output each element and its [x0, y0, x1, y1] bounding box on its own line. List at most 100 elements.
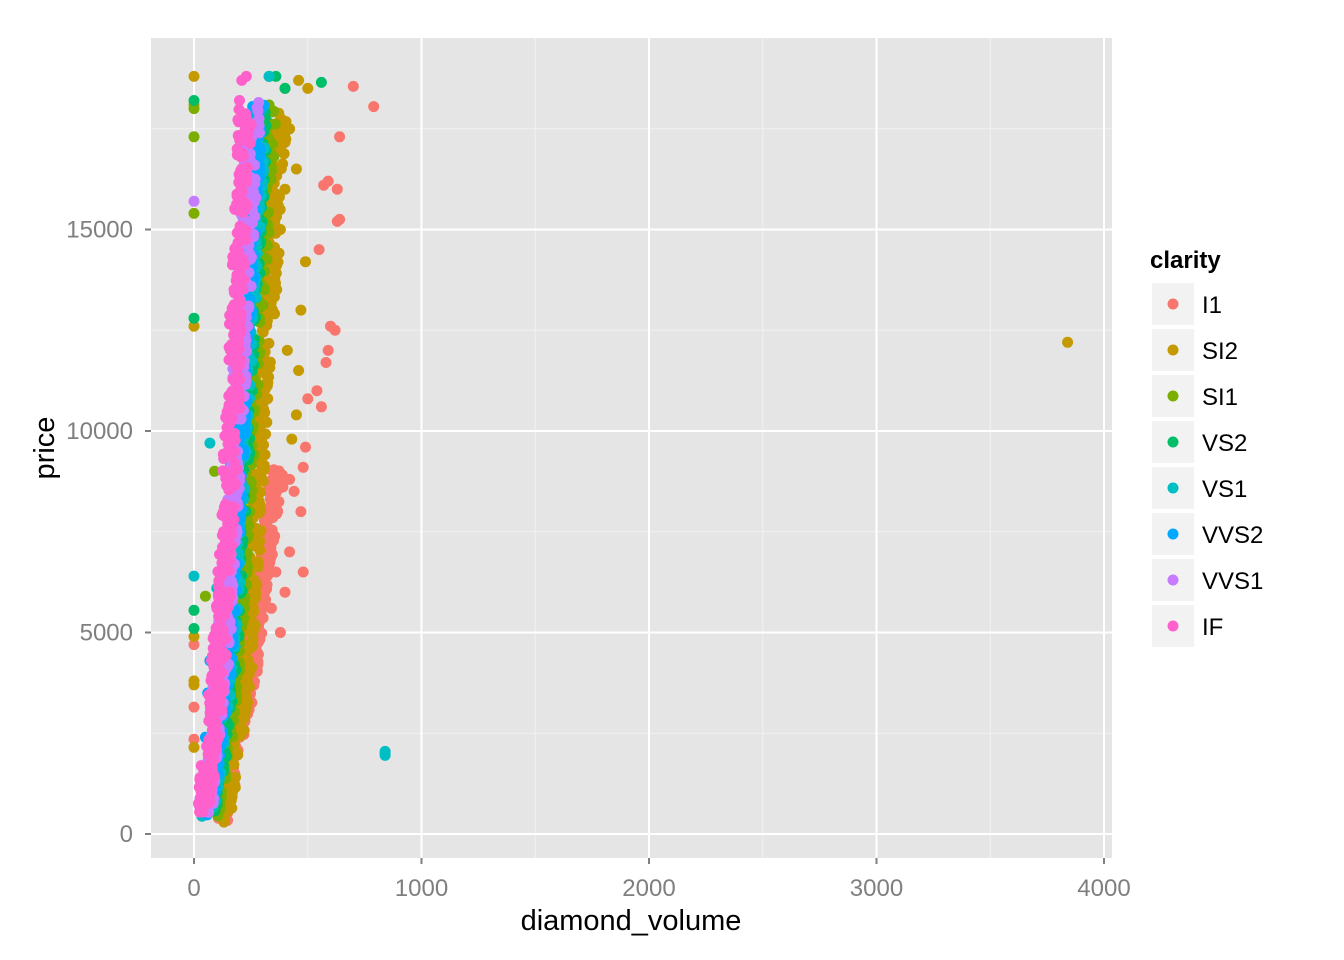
data-point: [284, 546, 296, 558]
legend-item-SI1: SI1: [1150, 373, 1238, 419]
data-point: [297, 461, 309, 473]
data-point: [241, 199, 253, 211]
data-point: [230, 360, 242, 372]
y-axis: 0 5000 10000 15000: [66, 217, 151, 848]
legend-label: VVS1: [1202, 568, 1263, 595]
data-point: [232, 369, 243, 381]
legend-key: [1150, 557, 1196, 603]
x-tick-label: 2000: [622, 875, 675, 902]
data-point: [322, 344, 334, 356]
data-point: [253, 142, 265, 153]
data-point: [209, 465, 220, 477]
data-point: [210, 663, 222, 675]
data-point: [322, 175, 334, 187]
data-point: [315, 76, 327, 88]
data-point: [223, 431, 235, 443]
legend-item-SI2: SI2: [1150, 327, 1238, 373]
data-point: [284, 473, 296, 485]
data-point: [224, 344, 236, 356]
data-point: [281, 344, 293, 356]
data-point: [1062, 336, 1074, 348]
data-point: [246, 217, 258, 229]
data-point: [275, 163, 287, 175]
y-tick-label: 15000: [66, 217, 133, 244]
data-point: [313, 244, 325, 256]
data-point: [284, 123, 296, 135]
legend-item-I1: I1: [1150, 281, 1222, 327]
data-point: [268, 291, 280, 303]
plot-panel: [151, 38, 1112, 858]
data-point: [268, 151, 280, 163]
data-point: [320, 357, 332, 368]
data-point: [279, 586, 291, 598]
data-point: [243, 668, 255, 680]
x-axis: 0 1000 2000 3000 4000: [187, 858, 1131, 902]
x-axis-title: diamond_volume: [521, 905, 742, 937]
data-point: [293, 365, 305, 376]
data-point: [214, 585, 226, 597]
legend-title: clarity: [1150, 247, 1221, 274]
data-point: [194, 799, 206, 811]
data-point: [265, 495, 277, 507]
data-point: [188, 312, 200, 324]
data-point: [208, 711, 220, 723]
legend-swatch: [1167, 620, 1179, 632]
y-tick-label: 10000: [66, 418, 133, 445]
data-point: [234, 95, 245, 106]
data-point: [240, 70, 252, 82]
legend-label: I1: [1202, 292, 1222, 319]
data-point: [254, 525, 266, 537]
x-tick-label: 4000: [1077, 875, 1130, 902]
data-point: [232, 749, 244, 761]
data-point: [295, 506, 307, 518]
data-point: [300, 256, 311, 268]
data-point: [223, 484, 235, 496]
data-point: [188, 570, 200, 582]
data-point: [264, 362, 276, 374]
legend-label: SI2: [1202, 338, 1238, 365]
data-point: [188, 701, 200, 713]
data-point: [188, 320, 200, 332]
data-point: [290, 409, 302, 421]
data-point: [239, 422, 251, 434]
data-point: [251, 102, 263, 114]
data-point: [188, 623, 200, 634]
data-point: [265, 602, 277, 614]
data-point: [290, 163, 302, 175]
data-point: [270, 566, 282, 578]
legend-item-VS2: VS2: [1150, 419, 1247, 465]
data-point: [248, 190, 259, 202]
data-point: [242, 677, 254, 689]
data-point: [199, 590, 211, 602]
legend-swatch: [1167, 482, 1179, 494]
y-tick-label: 0: [120, 821, 133, 848]
x-tick-label: 1000: [395, 875, 448, 902]
legend-item-VVS2: VVS2: [1150, 511, 1263, 557]
legend-label: IF: [1202, 614, 1223, 641]
legend-swatch: [1167, 390, 1179, 402]
data-point: [188, 741, 200, 753]
data-point: [273, 247, 285, 259]
data-point: [252, 556, 264, 568]
data-point: [218, 594, 230, 606]
data-point: [229, 203, 241, 215]
legend-swatch: [1167, 344, 1179, 356]
data-point: [228, 287, 240, 299]
data-point: [267, 277, 279, 289]
data-point: [234, 220, 246, 232]
data-point: [256, 325, 268, 337]
data-point: [188, 639, 200, 651]
data-point: [253, 113, 265, 125]
data-point: [204, 759, 216, 771]
data-point: [188, 70, 200, 82]
legend-label: VVS2: [1202, 522, 1263, 549]
data-point: [222, 423, 234, 435]
data-point: [254, 499, 266, 511]
data-point: [255, 470, 266, 482]
data-point: [238, 712, 250, 724]
data-point: [227, 304, 239, 316]
data-point: [243, 519, 255, 531]
data-point: [263, 70, 275, 82]
data-point: [229, 251, 241, 263]
data-point: [188, 103, 200, 115]
